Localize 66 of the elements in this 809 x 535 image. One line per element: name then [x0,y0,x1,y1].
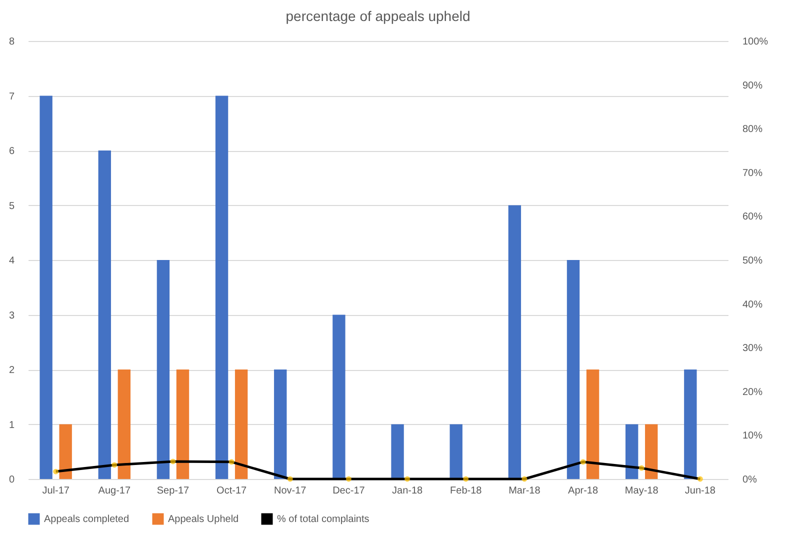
bar [508,205,522,479]
point [170,458,176,464]
point [53,468,59,474]
y2-tick-label: 50% [742,256,763,266]
bar [59,424,72,479]
x-tick-label: Nov-17 [274,486,307,496]
y-tick-label: 3 [8,310,15,322]
x-tick-label: Feb-18 [450,486,482,496]
bar [450,424,462,479]
y-tick-label: 2 [8,365,15,376]
y-tick-label: 6 [8,146,15,157]
y2-tick-label: 30% [742,343,763,354]
bar [684,370,697,479]
y2-tick-label: 100% [742,36,768,48]
x-tick-label: Mar-18 [508,486,541,496]
x-tick-label: Aug-17 [98,486,131,496]
y2-tick-label: 10% [742,430,763,442]
bar [215,96,228,479]
point [463,476,469,482]
y2-tick-label: 20% [742,386,763,398]
point [404,476,410,482]
x-tick-label: Jan-18 [392,486,424,496]
point [580,459,586,465]
bar [40,96,52,479]
y-tick-label: 4 [8,256,15,266]
y2-tick-label: 0% [742,474,758,486]
y2-tick-label: 60% [742,212,763,223]
x-tick-label: Jun-18 [684,486,716,496]
y2-tick-label: 40% [742,299,763,310]
bar [332,314,346,479]
y-tick-label: 0 [8,474,15,486]
bar [566,260,580,479]
legend-label: % of total complaints [277,514,370,525]
point [697,476,703,482]
y-tick-label: 1 [8,420,15,431]
y2-tick-label: 80% [742,124,763,136]
y-tick-label: 5 [8,200,15,212]
bar [98,150,111,479]
bar [586,370,600,479]
bar [274,370,287,479]
bar [645,424,658,479]
y-tick-label: 8 [8,36,15,48]
x-tick-label: May-18 [624,486,659,496]
legend-label: Appeals completed [44,514,130,525]
bar [391,424,404,479]
x-tick-label: Dec-17 [332,486,366,496]
legend-label: Appeals Upheld [168,514,239,525]
bar [234,370,248,479]
x-tick-label: Oct-17 [216,486,247,496]
point [228,459,234,465]
bar [176,370,190,479]
y-tick-label: 7 [8,91,15,102]
point [287,476,293,482]
point [112,462,118,468]
x-tick-label: Sep-17 [156,486,190,496]
point [638,465,644,471]
bar [118,370,131,479]
bar [625,424,638,479]
x-tick-label: Jul-17 [42,486,70,496]
bar [156,260,170,479]
y2-tick-label: 70% [742,168,763,179]
point [346,476,352,482]
y2-tick-label: 90% [742,80,763,92]
chart-title: percentage of appeals upheld [286,8,470,24]
point [522,476,528,482]
x-tick-label: Apr-18 [568,486,598,496]
